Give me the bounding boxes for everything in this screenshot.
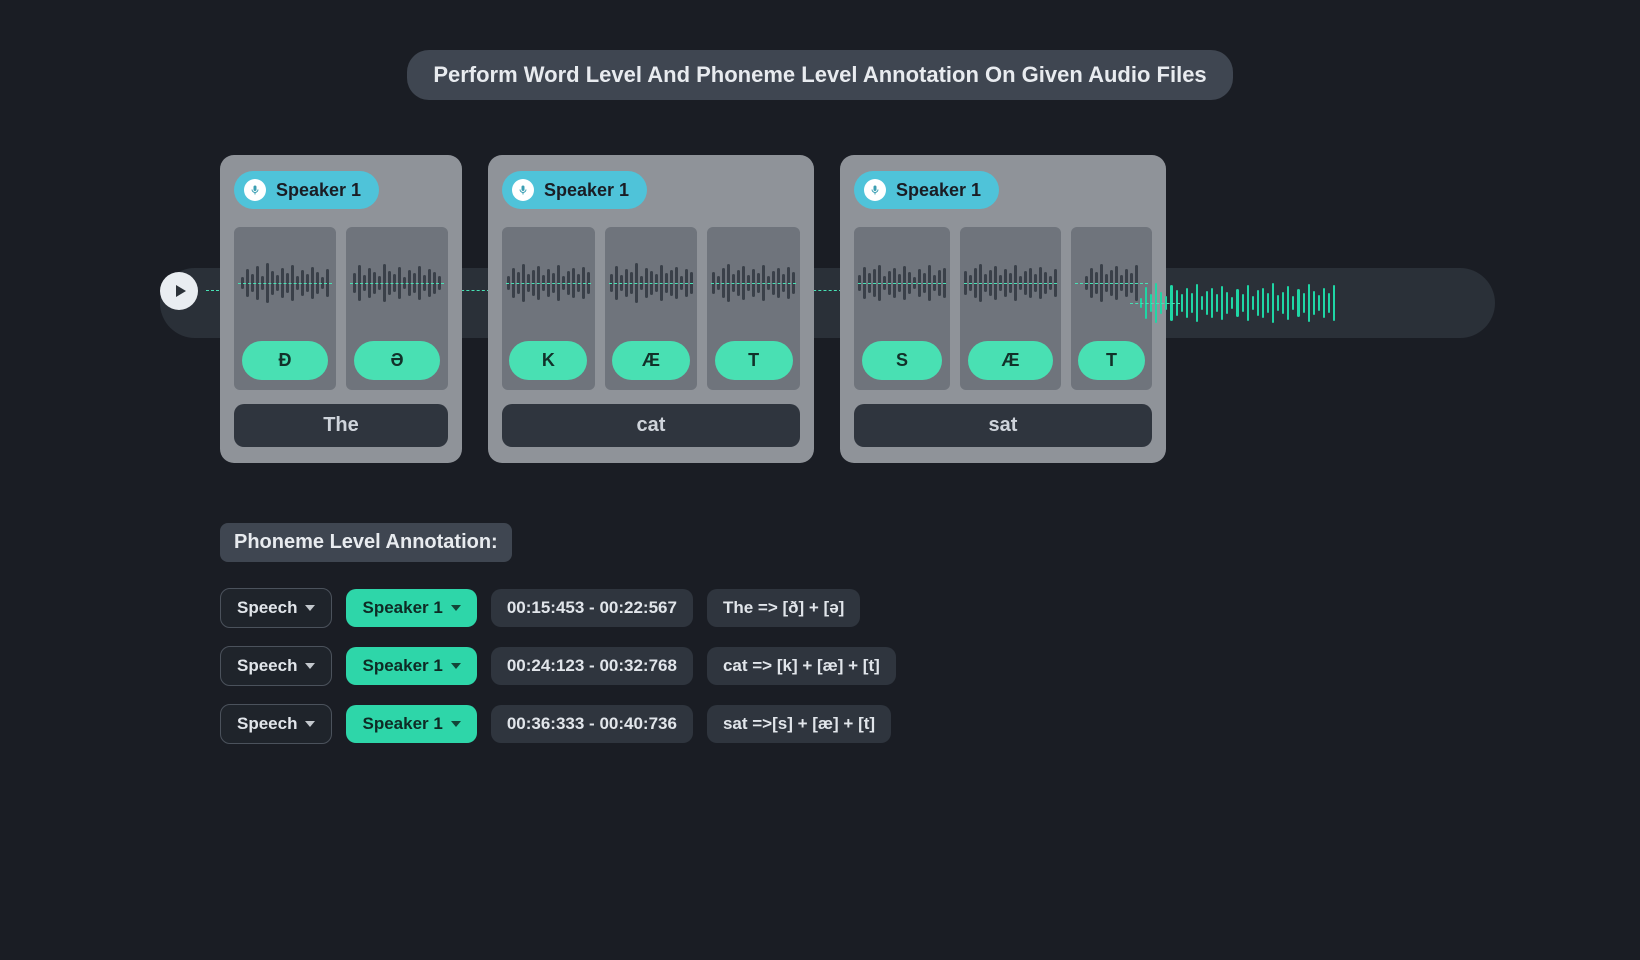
mic-icon (864, 179, 886, 201)
speaker-label: Speaker 1 (544, 180, 629, 201)
phoneme-segment[interactable]: Ə (346, 227, 448, 390)
annotation-row: Speech Speaker 1 00:24:123 - 00:32:768 c… (220, 646, 1420, 686)
phoneme-segment[interactable]: Ð (234, 227, 336, 390)
waveform-trailing (1140, 278, 1335, 328)
annotation-row: Speech Speaker 1 00:36:333 - 00:40:736 s… (220, 704, 1420, 744)
phoneme-segment[interactable]: S (854, 227, 950, 390)
time-range: 00:24:123 - 00:32:768 (491, 647, 693, 685)
chevron-down-icon (451, 605, 461, 611)
mic-icon (512, 179, 534, 201)
waveform (609, 237, 694, 329)
phoneme-breakdown: cat => [k] + [æ] + [t] (707, 647, 896, 685)
chevron-down-icon (451, 721, 461, 727)
phoneme-segment[interactable]: Æ (960, 227, 1061, 390)
chevron-down-icon (305, 721, 315, 727)
word-label: sat (854, 404, 1152, 447)
type-label: Speech (237, 598, 297, 618)
waveform (858, 237, 946, 329)
speaker-badge[interactable]: Speaker 1 (854, 171, 999, 209)
waveform (238, 237, 332, 329)
word-card[interactable]: Speaker 1 K Æ T cat (488, 155, 814, 463)
type-label: Speech (237, 656, 297, 676)
word-label: The (234, 404, 448, 447)
play-button[interactable] (160, 272, 198, 310)
speaker-label: Speaker 1 (362, 714, 442, 734)
speaker-dropdown[interactable]: Speaker 1 (346, 589, 476, 627)
chevron-down-icon (305, 605, 315, 611)
time-range: 00:15:453 - 00:22:567 (491, 589, 693, 627)
speaker-dropdown[interactable]: Speaker 1 (346, 647, 476, 685)
speaker-badge[interactable]: Speaker 1 (234, 171, 379, 209)
type-dropdown[interactable]: Speech (220, 704, 332, 744)
phoneme-chip[interactable]: S (862, 341, 943, 380)
annotation-row: Speech Speaker 1 00:15:453 - 00:22:567 T… (220, 588, 1420, 628)
type-dropdown[interactable]: Speech (220, 646, 332, 686)
speaker-label: Speaker 1 (276, 180, 361, 201)
phoneme-segment[interactable]: T (707, 227, 800, 390)
speaker-dropdown[interactable]: Speaker 1 (346, 705, 476, 743)
chevron-down-icon (451, 663, 461, 669)
type-dropdown[interactable]: Speech (220, 588, 332, 628)
annotation-table: Speech Speaker 1 00:15:453 - 00:22:567 T… (220, 588, 1420, 744)
play-icon (173, 283, 189, 299)
time-range: 00:36:333 - 00:40:736 (491, 705, 693, 743)
phoneme-chip[interactable]: Ð (242, 341, 328, 380)
phoneme-chip[interactable]: Æ (968, 341, 1054, 380)
page-title: Perform Word Level And Phoneme Level Ann… (407, 50, 1232, 100)
speaker-label: Speaker 1 (896, 180, 981, 201)
waveform (1075, 237, 1148, 329)
mic-icon (244, 179, 266, 201)
phoneme-chip[interactable]: Æ (612, 341, 690, 380)
word-card[interactable]: Speaker 1 S Æ T sat (840, 155, 1166, 463)
word-card[interactable]: Speaker 1 Ð Ə The (220, 155, 462, 463)
phoneme-chip[interactable]: Ə (354, 341, 440, 380)
phoneme-segment[interactable]: Æ (605, 227, 698, 390)
type-label: Speech (237, 714, 297, 734)
phoneme-segment[interactable]: K (502, 227, 595, 390)
phoneme-chip[interactable]: T (1078, 341, 1145, 380)
speaker-label: Speaker 1 (362, 656, 442, 676)
phoneme-breakdown: sat =>[s] + [æ] + [t] (707, 705, 891, 743)
waveform (964, 237, 1057, 329)
speaker-label: Speaker 1 (362, 598, 442, 618)
phoneme-chip[interactable]: K (509, 341, 587, 380)
word-label: cat (502, 404, 800, 447)
waveform (711, 237, 796, 329)
waveform (506, 237, 591, 329)
section-heading: Phoneme Level Annotation: (220, 523, 512, 562)
speaker-badge[interactable]: Speaker 1 (502, 171, 647, 209)
phoneme-breakdown: The => [ð] + [ə] (707, 589, 860, 627)
chevron-down-icon (305, 663, 315, 669)
waveform (350, 237, 444, 329)
phoneme-chip[interactable]: T (715, 341, 793, 380)
